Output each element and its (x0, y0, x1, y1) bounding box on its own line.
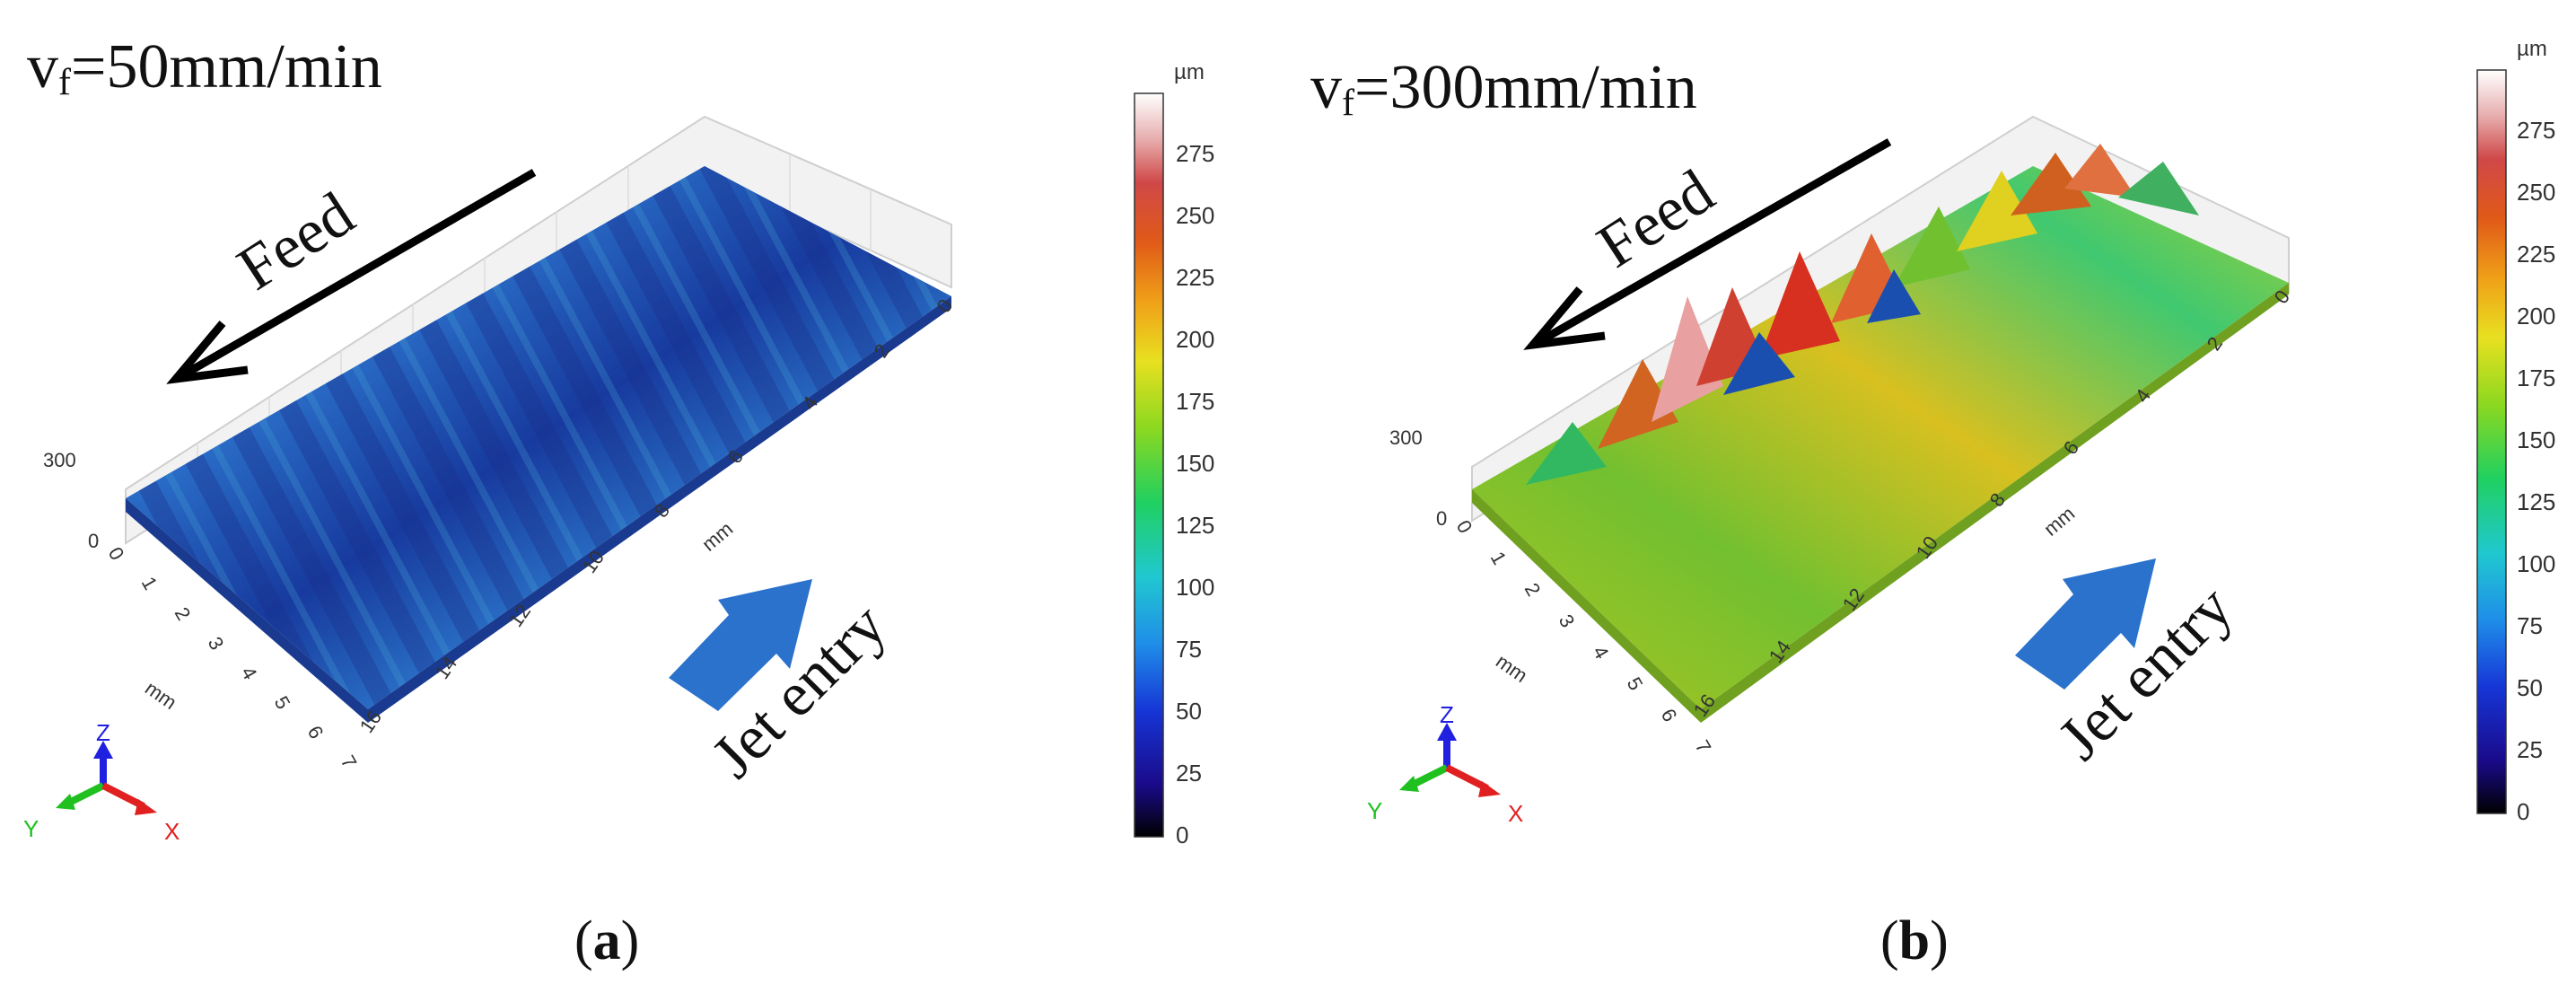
panel-b-surface-front (1701, 283, 2289, 723)
panel-b-z-zero: 0 (1436, 507, 1447, 530)
svg-text:5: 5 (270, 692, 295, 713)
svg-text:1: 1 (137, 573, 162, 593)
panel-a-caption: (a) (574, 910, 639, 971)
svg-text:3: 3 (204, 633, 229, 654)
panel-b-peaks (1526, 144, 2199, 485)
panel-a-speed-title: vf=50mm/min (27, 32, 382, 103)
panel-b-speed-title: vf=300mm/min (1310, 53, 1697, 124)
panel-a-z-tick: 300 (43, 449, 76, 471)
panel-b-x-unit: mm (2039, 502, 2079, 540)
svg-text:125: 125 (1176, 512, 1214, 539)
svg-text:200: 200 (2517, 303, 2555, 330)
svg-text:225: 225 (1176, 264, 1214, 291)
svg-text:6: 6 (303, 722, 329, 743)
svg-text:3: 3 (1555, 611, 1580, 631)
svg-text:75: 75 (2517, 612, 2543, 639)
panel-b-surface-side (1472, 489, 1701, 723)
panel-b: vf=300mm/min 300 0 0 1 2 (1310, 37, 2555, 971)
svg-text:0: 0 (104, 543, 129, 564)
panel-a-colorbar-unit: µm (1174, 60, 1205, 84)
svg-text:50: 50 (2517, 674, 2543, 701)
svg-text:150: 150 (1176, 450, 1214, 477)
svg-text:2: 2 (171, 603, 196, 624)
svg-text:4: 4 (1589, 642, 1614, 663)
panel-a-back-wall (125, 115, 952, 545)
panel-a-gridlines (197, 154, 872, 496)
panel-b-caption: (b) (1880, 910, 1949, 971)
panel-a-z-zero: 0 (88, 530, 99, 552)
panel-b-feed-arrow (1523, 138, 1892, 350)
svg-text:50: 50 (1176, 698, 1202, 725)
panel-b-y-unit: mm (1492, 650, 1531, 688)
svg-text:100: 100 (2517, 550, 2555, 577)
panel-a: vf=50mm/min 300 0 0 1 2 3 4 5 (23, 32, 1214, 971)
panel-a-jet-arrow (669, 579, 812, 711)
svg-text:0: 0 (2517, 798, 2529, 825)
panel-b-y-label: Y (1367, 797, 1382, 824)
panel-b-x-label: X (1508, 800, 1523, 827)
svg-text:175: 175 (2517, 365, 2555, 391)
svg-text:125: 125 (2517, 488, 2555, 515)
svg-text:225: 225 (2517, 241, 2555, 268)
panel-b-colorbar-ticks: 275 250 225 200 175 150 125 100 75 50 25… (2517, 117, 2555, 825)
panel-a-axis-triad: Z Y X (23, 719, 180, 845)
svg-text:100: 100 (1176, 574, 1214, 601)
panel-b-jet-arrow (2015, 558, 2156, 690)
svg-text:175: 175 (1176, 388, 1214, 415)
panel-b-surface (1472, 166, 2289, 709)
panel-a-z-label: Z (96, 719, 110, 746)
panel-a-colorbar-ticks: 275 250 225 200 175 150 125 100 75 50 25… (1176, 140, 1214, 848)
svg-text:200: 200 (1176, 326, 1214, 353)
svg-text:0: 0 (1452, 516, 1477, 537)
svg-text:275: 275 (2517, 117, 2555, 144)
panel-a-y-label: Y (23, 815, 39, 842)
panel-a-x-label: X (164, 818, 180, 845)
panel-a-y-unit: mm (141, 677, 180, 715)
svg-text:0: 0 (1176, 822, 1188, 848)
panel-b-z-tick: 300 (1389, 426, 1423, 449)
svg-text:75: 75 (1176, 636, 1202, 663)
svg-text:250: 250 (2517, 179, 2555, 206)
svg-text:250: 250 (1176, 202, 1214, 229)
panel-b-colorbar-unit: µm (2517, 37, 2547, 61)
panel-a-surface-side (126, 498, 368, 723)
panel-a-colorbar: µm 275 250 225 200 175 150 125 100 75 50… (1134, 60, 1214, 848)
svg-text:1: 1 (1486, 548, 1511, 568)
panel-b-feed-label: Feed (1586, 157, 1726, 282)
panel-a-surface-front (368, 296, 951, 723)
svg-text:7: 7 (1691, 736, 1716, 757)
panel-a-feed-arrow (166, 169, 537, 384)
svg-text:5: 5 (1623, 673, 1648, 694)
svg-text:25: 25 (2517, 736, 2543, 763)
svg-text:2: 2 (1520, 579, 1546, 600)
svg-text:25: 25 (1176, 760, 1202, 786)
panel-a-x-unit: mm (697, 517, 737, 556)
panel-b-z-label: Z (1440, 701, 1454, 728)
svg-text:150: 150 (2517, 426, 2555, 453)
svg-text:6: 6 (1657, 705, 1682, 725)
panel-b-axis-triad: Z Y X (1367, 701, 1523, 827)
svg-text:4: 4 (237, 663, 262, 683)
panel-b-colorbar: µm 275 250 225 200 175 150 125 100 75 50… (2476, 37, 2555, 825)
svg-text:7: 7 (337, 751, 362, 772)
svg-text:275: 275 (1176, 140, 1214, 167)
panel-a-surface-stripes (126, 166, 951, 709)
